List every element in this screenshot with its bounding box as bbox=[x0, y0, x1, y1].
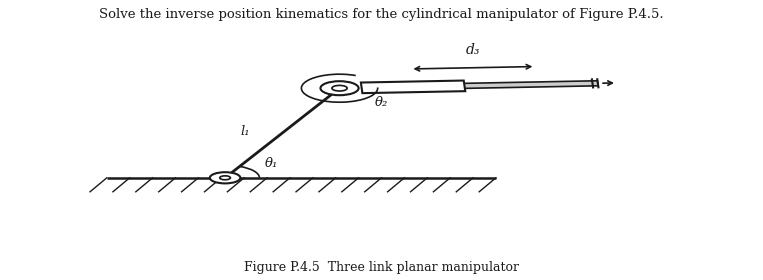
Circle shape bbox=[320, 81, 359, 95]
Text: θ₂: θ₂ bbox=[375, 96, 388, 109]
Circle shape bbox=[210, 172, 240, 183]
Text: d₃: d₃ bbox=[465, 43, 480, 57]
Text: Solve the inverse position kinematics for the cylindrical manipulator of Figure : Solve the inverse position kinematics fo… bbox=[99, 8, 664, 21]
Text: θ₁: θ₁ bbox=[265, 157, 278, 170]
Polygon shape bbox=[361, 81, 465, 93]
Circle shape bbox=[332, 85, 347, 91]
Text: l₁: l₁ bbox=[240, 125, 250, 138]
Polygon shape bbox=[387, 81, 598, 90]
Text: Figure P.4.5  Three link planar manipulator: Figure P.4.5 Three link planar manipulat… bbox=[244, 262, 519, 274]
Circle shape bbox=[220, 176, 230, 180]
